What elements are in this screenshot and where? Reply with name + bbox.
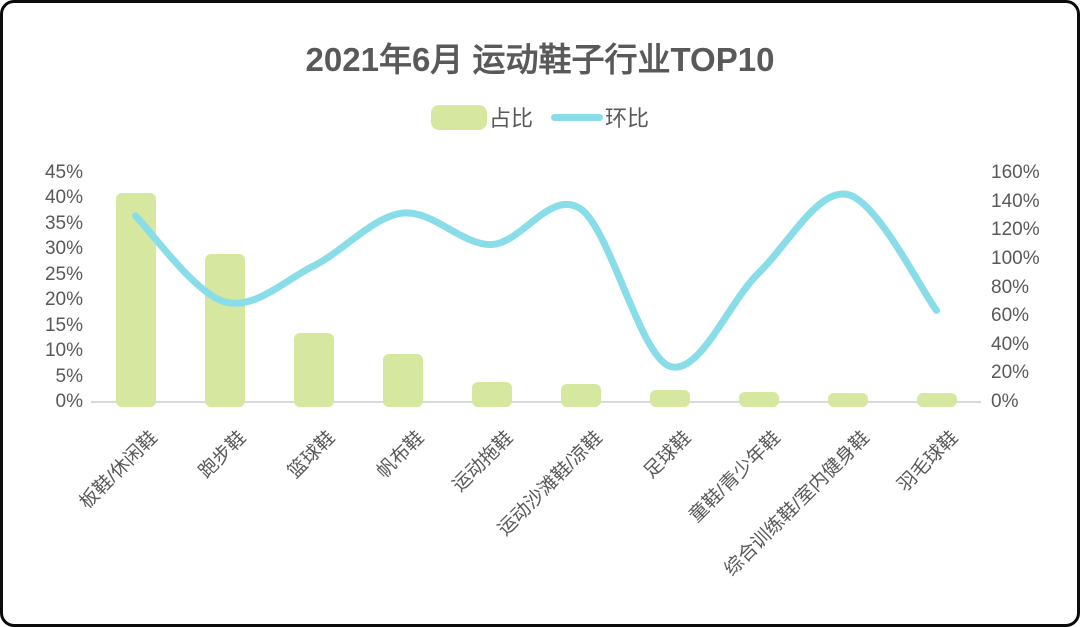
line-series-swatch-icon xyxy=(551,113,603,121)
category-label-text: 帆布鞋 xyxy=(373,427,429,483)
bar-category-9 xyxy=(827,392,868,407)
bar-category-10 xyxy=(916,392,957,407)
right-axis-tick: 60% xyxy=(991,305,1030,327)
right-axis-tick: 140% xyxy=(991,190,1040,212)
left-axis-tick: 25% xyxy=(44,263,83,285)
right-axis-tick: 120% xyxy=(991,219,1040,241)
plot-area: 45% 40% 35% 30% 25% 20% 15% 10% 5% 0% 160% 140% 120%… xyxy=(3,3,1077,624)
left-axis-tick: 20% xyxy=(44,289,83,311)
left-axis-tick: 5% xyxy=(55,365,83,387)
left-axis-tick: 15% xyxy=(44,314,83,336)
legend-label-line: 环比 xyxy=(605,106,650,131)
trend-line-layer xyxy=(132,190,940,371)
category-label-text: 足球鞋 xyxy=(640,427,696,483)
trend-line xyxy=(132,190,940,371)
left-axis-tick: 45% xyxy=(44,162,83,183)
bar-category-8 xyxy=(738,391,779,407)
bar-category-7 xyxy=(649,389,690,407)
left-axis-tick: 0% xyxy=(55,391,83,412)
category-label-text: 板鞋/休闲鞋 xyxy=(76,427,162,514)
category-label-text: 篮球鞋 xyxy=(284,427,340,483)
bar-category-6 xyxy=(560,384,601,407)
chart-legend: 占比 环比 xyxy=(3,103,1077,131)
bar-category-3 xyxy=(293,333,334,407)
category-label-text: 跑步鞋 xyxy=(195,427,251,483)
bar-category-1 xyxy=(115,193,156,407)
bar-series-swatch-icon xyxy=(430,104,487,130)
category-label-text: 运动拖鞋 xyxy=(449,427,518,497)
category-label-text: 羽毛球鞋 xyxy=(894,427,963,497)
legend-item-line-series: 环比 xyxy=(551,101,649,133)
left-axis-tick: 30% xyxy=(44,238,83,260)
right-axis-tick: 80% xyxy=(991,276,1030,298)
bar-category-5 xyxy=(471,381,512,407)
legend-label-bar: 占比 xyxy=(488,106,533,131)
left-axis-tick: 10% xyxy=(44,340,83,362)
x-axis-line xyxy=(91,401,981,403)
bar-category-2 xyxy=(204,254,245,407)
right-axis-tick: 160% xyxy=(991,162,1040,183)
right-axis-tick: 40% xyxy=(991,333,1030,355)
left-axis-tick: 40% xyxy=(44,187,83,209)
legend-item-bar-series: 占比 xyxy=(430,101,533,133)
right-axis-tick: 0% xyxy=(991,391,1019,412)
chart-title: 2021年6月 运动鞋子行业TOP10 xyxy=(305,41,775,78)
right-axis-tick: 100% xyxy=(991,247,1040,269)
bar-category-4 xyxy=(382,353,423,407)
left-axis-tick: 35% xyxy=(44,212,83,234)
right-axis-tick: 20% xyxy=(991,362,1030,384)
